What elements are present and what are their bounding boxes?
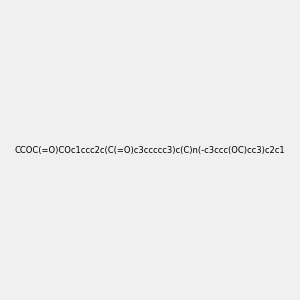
- Text: CCOC(=O)COc1ccc2c(C(=O)c3ccccc3)c(C)n(-c3ccc(OC)cc3)c2c1: CCOC(=O)COc1ccc2c(C(=O)c3ccccc3)c(C)n(-c…: [15, 146, 285, 154]
